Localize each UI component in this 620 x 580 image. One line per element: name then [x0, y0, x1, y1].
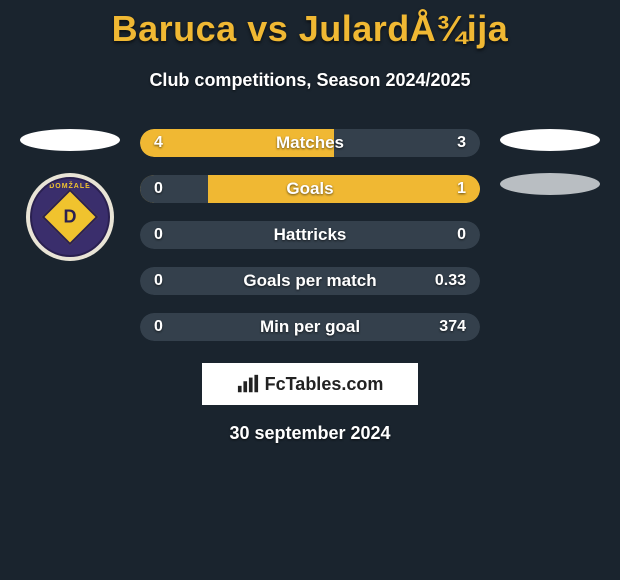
stat-left-value: 0	[154, 180, 163, 198]
club-badge-letter: D	[64, 207, 77, 228]
placeholder-ellipse	[500, 173, 600, 195]
widget-root: Baruca vs JulardÅ¾ija Club competitions,…	[0, 0, 620, 444]
bars-icon	[237, 374, 259, 394]
placeholder-ellipse	[500, 129, 600, 151]
club-badge-left: DOMŽALE D	[26, 173, 114, 261]
stat-row: 0 0.33 Goals per match	[140, 267, 480, 295]
left-logo-column: DOMŽALE D	[20, 129, 120, 261]
stat-right-value: 0	[457, 226, 466, 244]
date-line: 30 september 2024	[0, 423, 620, 444]
stat-rows: 4 3 Matches 0 1 Goals 0 0 Hattricks 0 0.33 Goals pe…	[140, 129, 480, 341]
placeholder-ellipse	[20, 129, 120, 151]
bar-left	[140, 175, 208, 203]
subtitle: Club competitions, Season 2024/2025	[0, 70, 620, 91]
stat-right-value: 1	[457, 180, 466, 198]
stat-right-value: 0.33	[435, 272, 466, 290]
stat-label: Goals	[286, 179, 333, 199]
stat-left-value: 0	[154, 272, 163, 290]
stat-left-value: 0	[154, 226, 163, 244]
stats-area: DOMŽALE D 4 3 Matches 0 1 Goals 0 0 Hattricks 0 0.…	[0, 129, 620, 341]
stat-label: Matches	[276, 133, 344, 153]
right-logo-column	[500, 129, 600, 195]
stat-row: 0 374 Min per goal	[140, 313, 480, 341]
stat-left-value: 4	[154, 134, 163, 152]
stat-right-value: 374	[439, 318, 466, 336]
attribution-box[interactable]: FcTables.com	[202, 363, 418, 405]
stat-left-value: 0	[154, 318, 163, 336]
attribution-text: FcTables.com	[265, 374, 384, 395]
stat-right-value: 3	[457, 134, 466, 152]
stat-row: 4 3 Matches	[140, 129, 480, 157]
stat-row: 0 1 Goals	[140, 175, 480, 203]
stat-row: 0 0 Hattricks	[140, 221, 480, 249]
page-title: Baruca vs JulardÅ¾ija	[0, 8, 620, 50]
bar-right	[208, 175, 480, 203]
stat-label: Hattricks	[274, 225, 347, 245]
stat-label: Min per goal	[260, 317, 360, 337]
club-badge-inner: DOMŽALE D	[30, 177, 110, 257]
stat-label: Goals per match	[243, 271, 376, 291]
